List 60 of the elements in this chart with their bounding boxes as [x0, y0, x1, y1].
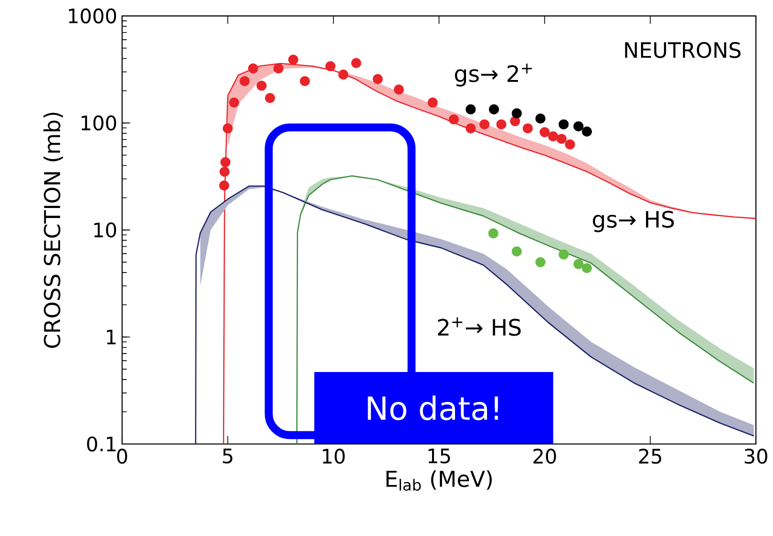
annotation: 2$^{+}$→ HS: [438, 318, 521, 336]
point: [582, 126, 592, 137]
point: [229, 98, 240, 108]
point: [496, 120, 506, 130]
point: [512, 108, 522, 119]
point: [248, 64, 258, 74]
point: [573, 259, 584, 270]
text: NEUTRONS: [625, 42, 741, 58]
point: [394, 84, 404, 95]
x-tick-label: 20: [533, 448, 556, 464]
x-tick-label: 25: [639, 448, 662, 464]
point: [558, 120, 569, 130]
point: [540, 127, 550, 138]
point: [558, 250, 569, 260]
y-axis-title: CROSS SECTION (mb): [43, 112, 63, 348]
point: [220, 166, 230, 177]
point: [556, 134, 567, 144]
point: [479, 120, 490, 130]
point: [488, 104, 499, 115]
x-tick-label: 15: [428, 448, 450, 464]
point: [428, 98, 438, 108]
point: [300, 76, 310, 86]
x-axis-title: E$_{lab}$ (MeV): [386, 470, 492, 491]
point: [240, 76, 250, 86]
point: [488, 228, 498, 239]
point: [582, 263, 592, 274]
y-tick-label: 1000: [68, 8, 116, 24]
point: [219, 180, 230, 191]
point: [522, 124, 533, 134]
x-tick-label: 0: [117, 448, 128, 464]
point: [466, 104, 476, 115]
point: [338, 70, 348, 80]
point: [466, 124, 476, 134]
x-tick-label: 10: [322, 448, 345, 464]
point: [448, 114, 459, 125]
point: [573, 121, 584, 132]
annotation: gs→ HS: [592, 210, 674, 232]
annotation: No data!: [368, 396, 498, 420]
point: [372, 74, 383, 84]
point: [325, 61, 336, 72]
point: [220, 157, 230, 168]
y-tick-label: 10: [94, 222, 116, 238]
point: [548, 131, 558, 142]
y-tick-label: 0.1: [87, 436, 116, 452]
x-tick-label: 5: [222, 448, 232, 464]
y-tick-label: 100: [82, 116, 116, 131]
point: [535, 257, 546, 268]
point: [256, 80, 267, 91]
point: [288, 54, 298, 65]
point: [535, 114, 546, 124]
point: [512, 246, 522, 257]
point: [273, 64, 284, 74]
point: [564, 140, 576, 150]
point: [222, 124, 233, 134]
point: [351, 58, 362, 68]
line-series: [296, 176, 754, 444]
y-tick-label: 1: [106, 330, 116, 344]
point: [264, 93, 276, 104]
x-tick-label: 30: [744, 448, 768, 464]
annotation: gs→ 2$^{+}$: [454, 64, 532, 87]
